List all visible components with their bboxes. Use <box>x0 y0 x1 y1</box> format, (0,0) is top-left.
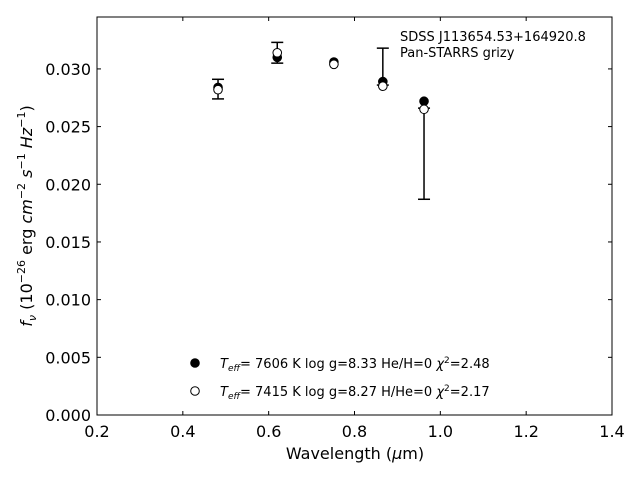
y-tick-label: 0.005 <box>45 348 91 367</box>
legend-marker-open <box>190 386 200 396</box>
point-model-open <box>378 81 388 92</box>
x-tick-label: 0.4 <box>170 422 195 441</box>
x-tick-label: 1.2 <box>513 422 538 441</box>
legend-marker-filled <box>190 358 200 368</box>
y-ticks: 0.000 0.005 0.010 0.015 0.020 0.025 0.030 <box>45 60 612 425</box>
x-tick-label: 0.8 <box>342 422 367 441</box>
y-tick-label: 0.025 <box>45 118 91 137</box>
point-model-open <box>272 47 283 58</box>
y-tick-label: 0.020 <box>45 175 91 194</box>
point-model-open <box>329 59 339 70</box>
y-tick-label: 0.015 <box>45 233 91 252</box>
x-tick-label: 0.6 <box>256 422 281 441</box>
legend-entry-1: Teff= 7606 K log g=8.33 He/H=0 χ2=2.48 <box>220 356 490 374</box>
point-model-open <box>419 104 429 115</box>
point-model-filled <box>419 96 429 107</box>
point-model-open <box>213 84 223 95</box>
error-bars <box>212 41 431 201</box>
x-axis-label: Wavelength (μm) <box>286 444 424 463</box>
legend-entry-2: Teff= 7415 K log g=8.27 H/He=0 χ2=2.17 <box>220 384 490 402</box>
y-tick-label: 0.010 <box>45 291 91 310</box>
y-tick-label: 0.030 <box>45 60 91 79</box>
data-points <box>213 47 429 115</box>
annotation-object-name: SDSS J113654.53+164920.8 <box>400 30 586 45</box>
plot-frame <box>96 16 613 416</box>
y-tick-label: 0.000 <box>45 406 91 425</box>
y-axis-label: fν (10−26 erg cm−2 s−1 Hz−1) <box>15 105 39 326</box>
x-tick-label: 1.0 <box>428 422 453 441</box>
legend: Teff= 7606 K log g=8.33 He/H=0 χ2=2.48 T… <box>190 356 490 402</box>
x-ticks: 0.2 0.4 0.6 0.8 1.0 1.2 1.4 <box>84 17 625 441</box>
annotation-survey: Pan-STARRS grizy <box>400 46 515 61</box>
x-tick-label: 0.2 <box>84 422 109 441</box>
x-tick-label: 1.4 <box>599 422 624 441</box>
